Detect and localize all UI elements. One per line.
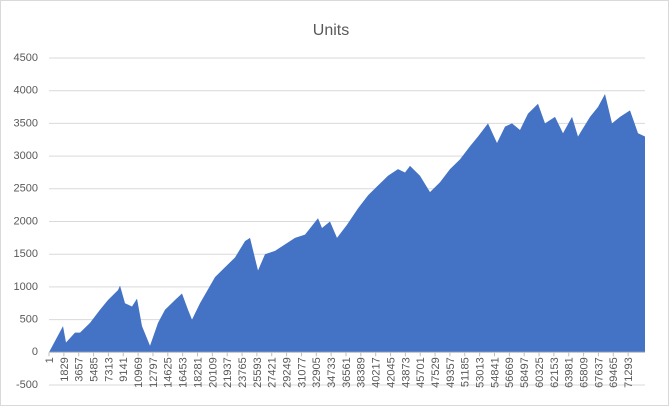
x-tick-label: 67637 [593,357,605,388]
x-tick-label: 32905 [311,357,323,388]
x-tick-label: 71293 [623,357,635,388]
x-tick-label: 36561 [341,357,353,388]
x-tick-label: 56669 [504,357,516,388]
x-tick-label: 62153 [549,357,561,388]
x-tick-label: 31077 [296,357,308,388]
x-tick-label: 5485 [88,357,100,381]
x-tick-label: 45701 [415,357,427,388]
x-tick-label: 40217 [371,357,383,388]
x-tick-label: 43873 [400,357,412,388]
x-tick-label: 65809 [578,357,590,388]
x-tick-label: 25593 [252,357,264,388]
x-tick-label: 12797 [148,357,160,388]
area [49,93,645,353]
x-tick-label: 7313 [103,357,115,381]
chart-title: Units [313,22,349,39]
x-tick-label: 18281 [192,357,204,388]
x-tick-label: 38389 [356,357,368,388]
x-tick-label: 20109 [207,357,219,388]
x-tick-label: 16453 [178,357,190,388]
y-tick-label: 1500 [14,248,38,260]
y-tick-label: 500 [20,314,38,326]
x-tick-label: 1 [44,357,56,363]
x-tick-label: 29249 [281,357,293,388]
x-tick-label: 69465 [608,357,620,388]
y-tick-label: 2500 [14,183,38,195]
x-tick-label: 27421 [267,357,279,388]
y-tick-label: 4500 [14,52,38,64]
x-tick-label: 54841 [489,357,501,388]
x-tick-label: 60325 [534,357,546,388]
x-tick-label: 23765 [237,357,249,388]
x-tick-label: 34733 [326,357,338,388]
x-tick-label: 14625 [163,357,175,388]
x-tick-label: 53013 [475,357,487,388]
y-tick-label: 0 [32,346,38,358]
x-tick-label: 49357 [445,357,457,388]
x-tick-label: 9141 [118,357,130,381]
y-tick-label: 1000 [14,281,38,293]
x-tick-label: 58497 [519,357,531,388]
x-tick-label: 1829 [59,357,71,381]
y-tick-label: 3000 [14,150,38,162]
y-tick-label: 3500 [14,117,38,129]
x-tick-label: 47529 [430,357,442,388]
x-tick-label: 51185 [460,357,472,387]
y-tick-label: 2000 [14,215,38,227]
x-tick-label: 10969 [133,357,145,388]
x-tick-label: 42045 [385,357,397,388]
x-tick-label: 3657 [74,357,86,381]
y-tick-label: 4000 [14,85,38,97]
y-tick-label: -500 [16,379,38,391]
x-tick-label: 21937 [222,357,234,388]
x-tick-label: 63981 [564,357,576,388]
